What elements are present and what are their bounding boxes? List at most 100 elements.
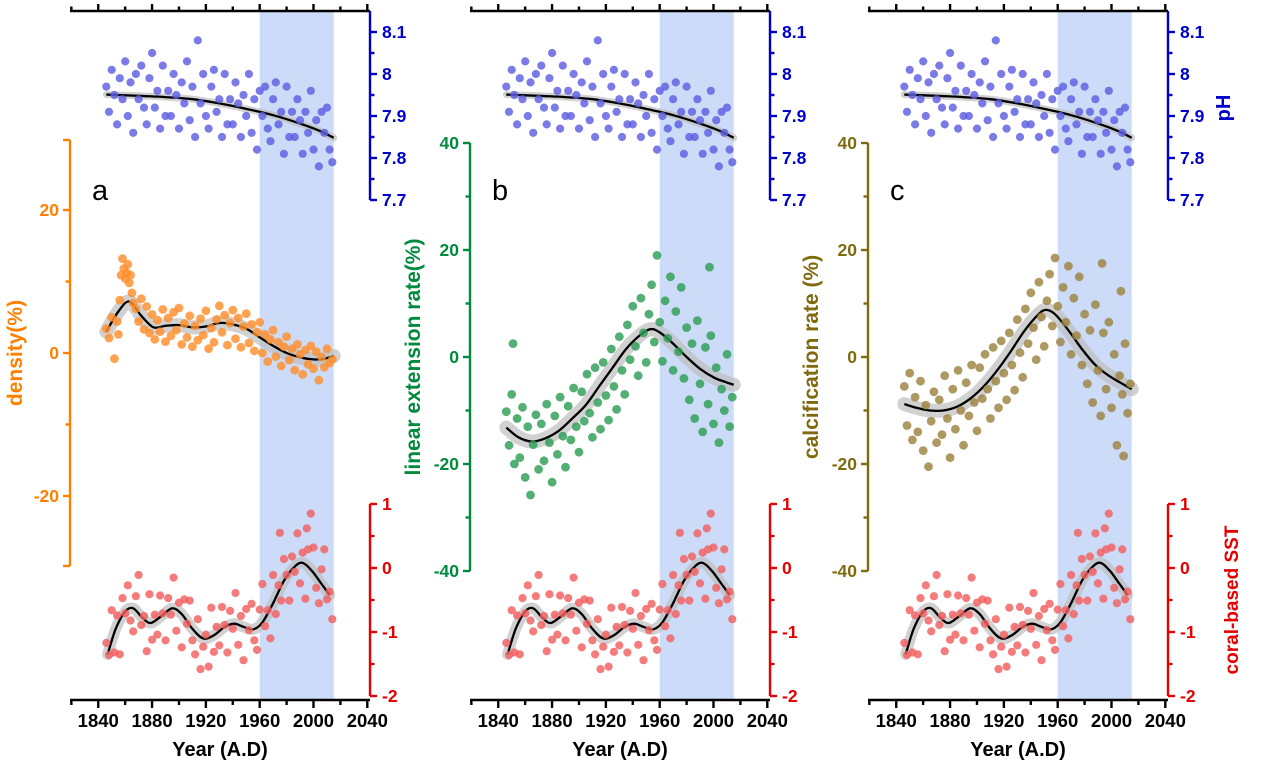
x-tick-label: 1960	[239, 710, 280, 731]
sst-tick-label: -2	[382, 686, 398, 706]
ph-tick-label: 7.7	[782, 190, 806, 210]
middle-tick-label: -20	[34, 486, 60, 506]
x-tick-label: 1840	[78, 710, 119, 731]
middle-tick-label: 20	[40, 200, 60, 220]
bottom-x-axis: 1840 1880 1920 1960 2000 2040 Year (A.D)	[70, 698, 388, 761]
middle-axis-title: density(%)	[4, 300, 27, 406]
panel-letter-a: a	[92, 175, 109, 207]
ph-axis-title: pH	[1213, 95, 1235, 122]
middle-tick-label: -40	[434, 561, 460, 581]
x-tick-label: 1920	[983, 710, 1024, 731]
x-tick-label: 1960	[639, 710, 680, 731]
bottom-x-axis: 1840 1880 1920 1960 2000 2040 Year (A.D)	[868, 698, 1186, 761]
middle-axis-title: calcification rate (%)	[800, 255, 823, 459]
middle-tick-label: 0	[847, 347, 857, 367]
sst-series	[502, 509, 737, 674]
sst-tick-label: -1	[782, 622, 798, 642]
sst-tick-label: 1	[1180, 494, 1190, 514]
panel-c: 1840 1880 1920 1960 2000 2040 Year (A.D) 40 20 0 -…	[800, 4, 1243, 761]
middle-y-axis: 40 20 0 -20 -40 linear extension rate(%)	[402, 133, 472, 581]
top-x-axis	[70, 4, 370, 13]
middle-tick-label: -20	[832, 454, 858, 474]
density-series-points	[101, 254, 337, 385]
ph-series	[102, 36, 338, 171]
ph-y-axis: 8.1 8 7.9 7.8 7.7	[768, 11, 807, 210]
sst-series-points	[502, 509, 737, 674]
panel-letter-b: b	[492, 175, 508, 207]
sst-tick-label: 0	[1180, 558, 1190, 578]
x-tick-label: 2040	[347, 710, 388, 731]
x-tick-label: 2000	[1091, 710, 1132, 731]
ph-tick-label: 7.8	[382, 148, 407, 168]
middle-tick-label: -40	[832, 561, 858, 581]
top-x-axis	[470, 4, 770, 13]
middle-tick-label: 0	[449, 347, 459, 367]
ph-tick-label: 7.8	[1180, 148, 1205, 168]
sst-series-points	[102, 509, 337, 674]
ph-series-points	[102, 36, 337, 171]
sst-tick-label: -2	[1180, 686, 1196, 706]
ph-tick-label: 7.7	[1180, 190, 1204, 210]
ph-tick-label: 8	[782, 64, 792, 84]
ph-series-points	[900, 36, 1135, 171]
bottom-x-axis: 1840 1880 1920 1960 2000 2040 Year (A.D)	[470, 698, 788, 761]
ph-tick-label: 8	[1180, 64, 1190, 84]
sst-tick-label: -2	[782, 686, 798, 706]
middle-y-axis: 20 0 -20 density(%)	[4, 138, 72, 568]
middle-tick-label: 0	[49, 343, 59, 363]
sst-tick-label: -1	[1180, 622, 1196, 642]
ph-tick-label: 8	[382, 64, 392, 84]
x-tick-label: 1840	[478, 710, 519, 731]
x-tick-label: 2000	[293, 710, 334, 731]
ph-series	[900, 36, 1136, 171]
x-tick-label: 1920	[185, 710, 226, 731]
panel-letter-c: c	[890, 175, 905, 207]
linear_extension-series-points	[501, 251, 737, 500]
ph-tick-label: 8.1	[782, 22, 807, 42]
sst-axis-title: coral-based SST	[1222, 525, 1243, 674]
ph-tick-label: 7.9	[782, 106, 807, 126]
x-tick-label: 2040	[1145, 710, 1186, 731]
middle-y-axis: 40 20 0 -20 -40 calcification rate (%)	[800, 133, 870, 581]
middle-tick-label: 20	[838, 240, 858, 260]
top-x-axis	[868, 4, 1168, 13]
sst-tick-label: 1	[782, 494, 792, 514]
ph-y-axis: 8.1 8 7.9 7.8 7.7 pH	[1166, 11, 1235, 210]
sst-tick-label: -1	[382, 622, 398, 642]
sst-y-axis: 1 0 -1 -2	[368, 494, 398, 706]
x-tick-label: 1880	[531, 710, 572, 731]
density-series	[99, 254, 341, 385]
calcification-series-points	[899, 253, 1135, 472]
middle-tick-label: 20	[440, 240, 460, 260]
ph-tick-label: 7.7	[382, 190, 406, 210]
sst-y-axis: 1 0 -1 -2 coral-based SST	[1166, 494, 1243, 706]
ph-y-axis: 8.1 8 7.9 7.8 7.7	[368, 11, 407, 210]
middle-tick-label: -20	[434, 454, 460, 474]
middle-axis-title: linear extension rate(%)	[402, 239, 425, 476]
sst-series	[102, 509, 337, 674]
sst-series-points	[900, 509, 1135, 674]
middle-tick-label: 40	[440, 133, 460, 153]
x-tick-label: 2040	[747, 710, 788, 731]
sst-tick-label: 0	[382, 558, 392, 578]
x-tick-label: 1840	[876, 710, 917, 731]
sst-series	[900, 509, 1135, 674]
x-axis-title: Year (A.D)	[172, 739, 268, 761]
calcification-series	[897, 253, 1139, 472]
ph-tick-label: 8.1	[1180, 22, 1205, 42]
ph-tick-label: 7.9	[382, 106, 407, 126]
x-axis-title: Year (A.D)	[572, 739, 668, 761]
ph-tick-label: 7.8	[782, 148, 807, 168]
ph-tick-label: 8.1	[382, 22, 407, 42]
ph-series	[502, 36, 738, 171]
x-tick-label: 1880	[929, 710, 970, 731]
ph-series-points	[502, 36, 737, 171]
linear_extension-series	[499, 251, 741, 500]
sst-y-axis: 1 0 -1 -2	[768, 494, 798, 706]
sst-tick-label: 1	[382, 494, 392, 514]
x-tick-label: 1920	[585, 710, 626, 731]
sst-tick-label: 0	[782, 558, 792, 578]
